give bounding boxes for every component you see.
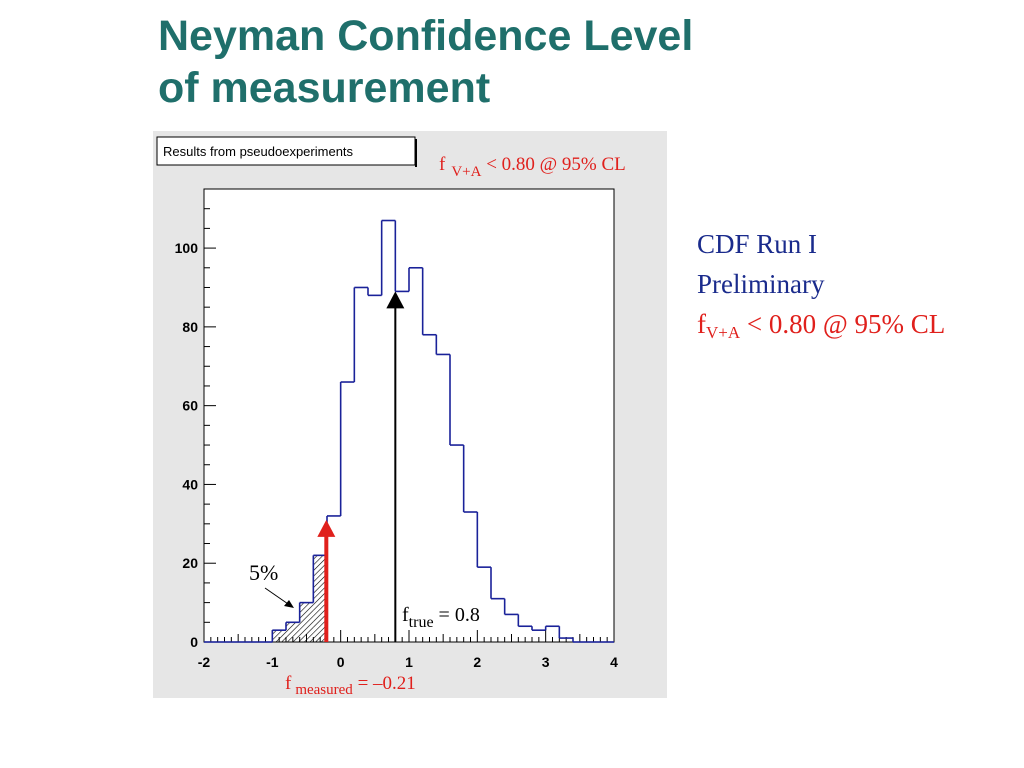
y-tick-label: 40 [182, 476, 198, 492]
shaded-bin [272, 630, 286, 642]
x-tick-label: -1 [266, 654, 279, 670]
true-f: f [402, 604, 409, 626]
header-rest: < 0.80 @ 95% CL [481, 154, 625, 175]
true-sub: true [409, 614, 434, 631]
arrows [317, 291, 405, 642]
shaded-bin [286, 622, 300, 642]
x-tick-label: -2 [198, 654, 211, 670]
y-tick-label: 60 [182, 398, 198, 414]
limit-rest: < 0.80 @ 95% CL [740, 309, 946, 339]
y-tick-label: 0 [190, 634, 198, 650]
side-notes: CDF Run I Preliminary fV+A < 0.80 @ 95% … [697, 224, 945, 353]
y-tick-label: 80 [182, 319, 198, 335]
limit-result: fV+A < 0.80 @ 95% CL [697, 304, 945, 353]
x-tick-label: 3 [542, 654, 550, 670]
measured-label: f measured = –0.21 [285, 673, 416, 698]
histogram-chart: -2 -1 0 1 2 3 4 0 20 40 60 80 100 Results from pseud… [153, 131, 667, 698]
measured-rest: = –0.21 [353, 673, 416, 694]
percent-label: 5% [249, 560, 278, 585]
measured-arrow-head [317, 519, 336, 537]
histogram-bins [204, 219, 614, 643]
true-arrow-head [386, 291, 405, 309]
y-tick-label: 20 [182, 555, 198, 571]
shaded-bin [299, 602, 314, 642]
limit-f: f [697, 309, 706, 339]
measured-f: f [285, 673, 292, 694]
x-tick-label: 2 [473, 654, 481, 670]
percent-pointer-head [284, 600, 294, 608]
shaded-region [272, 555, 327, 642]
legend-shadow [415, 139, 417, 167]
header-sub: V+A [451, 164, 481, 180]
x-tick-label: 0 [337, 654, 345, 670]
limit-sub: V+A [706, 323, 741, 342]
chart-header: f V+A < 0.80 @ 95% CL [439, 154, 626, 180]
shaded-bin [313, 555, 327, 642]
header-f: f [439, 154, 446, 175]
plot-area [203, 188, 615, 643]
y-tick-label: 100 [175, 240, 199, 256]
slide-title: Neyman Confidence Level of measurement [158, 10, 858, 114]
legend-box [156, 136, 416, 166]
true-label: ftrue = 0.8 [402, 604, 480, 631]
title-line-2: of measurement [158, 64, 491, 112]
x-tick-label: 4 [610, 654, 618, 670]
measured-sub: measured [295, 682, 353, 698]
x-tick-label: 1 [405, 654, 413, 670]
true-rest: = 0.8 [434, 604, 480, 626]
experiment-label: CDF Run I [697, 229, 818, 259]
title-line-1: Neyman Confidence Level [158, 12, 694, 60]
legend-text: Results from pseudoexperiments [163, 144, 354, 159]
preliminary-label: Preliminary [697, 269, 825, 299]
